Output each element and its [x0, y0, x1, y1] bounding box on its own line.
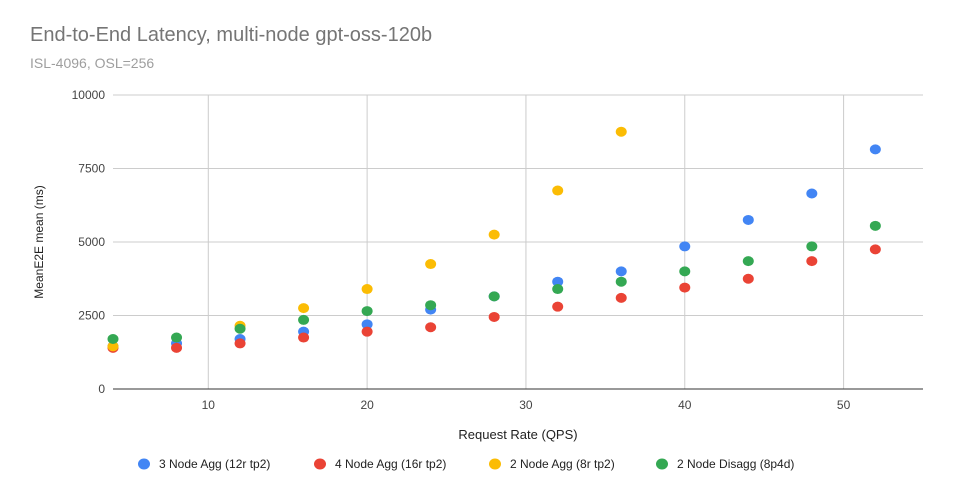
- data-point-series-1: [615, 266, 627, 277]
- legend-label: 2 Node Agg (8r tp2): [510, 457, 615, 471]
- y-axis-label: MeanE2E mean (ms): [32, 185, 46, 298]
- chart-title: End-to-End Latency, multi-node gpt-oss-1…: [30, 24, 433, 46]
- data-point-series-2: [171, 342, 183, 353]
- x-tick-label: 20: [360, 398, 374, 412]
- data-point-series-4: [425, 300, 437, 311]
- data-point-series-1: [806, 188, 818, 199]
- y-tick-label: 7500: [78, 162, 105, 176]
- legend-marker: [314, 458, 326, 470]
- data-point-series-4: [806, 241, 818, 252]
- legend-label: 2 Node Disagg (8p4d): [677, 457, 794, 471]
- data-point-series-3: [298, 303, 310, 314]
- data-point-series-4: [615, 276, 627, 287]
- chart-subtitle: ISL-4096, OSL=256: [30, 55, 155, 71]
- y-tick-label: 0: [98, 382, 105, 396]
- data-point-series-2: [425, 322, 437, 333]
- legend-marker: [138, 458, 150, 470]
- data-point-series-3: [488, 229, 500, 240]
- data-point-series-4: [234, 323, 246, 334]
- data-point-series-4: [361, 306, 373, 317]
- x-tick-label: 40: [678, 398, 692, 412]
- legend-label: 3 Node Agg (12r tp2): [159, 457, 270, 471]
- data-point-series-2: [298, 332, 310, 343]
- data-point-series-3: [615, 126, 627, 137]
- data-point-series-2: [552, 301, 564, 312]
- data-point-series-4: [869, 220, 881, 231]
- y-tick-label: 5000: [78, 235, 105, 249]
- data-point-series-4: [679, 266, 691, 277]
- data-point-series-2: [679, 282, 691, 293]
- data-point-series-3: [552, 185, 564, 196]
- axes: 0 2500 5000 7500 10000 10 20 30 40 50: [72, 88, 923, 412]
- y-tick-label: 10000: [72, 88, 106, 102]
- data-point-series-2: [742, 273, 754, 284]
- data-point-series-2: [234, 338, 246, 349]
- x-tick-label: 30: [519, 398, 533, 412]
- data-point-series-3: [425, 259, 437, 270]
- data-point-series-2: [361, 326, 373, 337]
- y-tick-label: 2500: [78, 309, 105, 323]
- x-axis-label: Request Rate (QPS): [458, 427, 577, 442]
- legend-marker: [656, 458, 668, 470]
- data-point-series-2: [869, 244, 881, 255]
- gridlines: [113, 94, 923, 389]
- data-point-series-1: [742, 214, 754, 225]
- x-tick-label: 10: [202, 398, 216, 412]
- data-point-series-3: [107, 341, 119, 352]
- legend-label: 4 Node Agg (16r tp2): [335, 457, 446, 471]
- x-tick-label: 50: [837, 398, 851, 412]
- legend-marker: [489, 458, 501, 470]
- data-point-series-2: [615, 292, 627, 303]
- legend: 3 Node Agg (12r tp2) 4 Node Agg (16r tp2)…: [138, 457, 794, 471]
- legend-item-3: 2 Node Agg (8r tp2): [489, 457, 615, 471]
- legend-item-2: 4 Node Agg (16r tp2): [314, 457, 446, 471]
- data-point-series-4: [298, 314, 310, 325]
- data-point-series-1: [869, 144, 881, 155]
- data-point-series-1: [361, 319, 373, 330]
- legend-item-1: 3 Node Agg (12r tp2): [138, 457, 270, 471]
- data-point-series-2: [806, 256, 818, 267]
- data-points: [107, 126, 881, 353]
- legend-item-4: 2 Node Disagg (8p4d): [656, 457, 794, 471]
- data-point-series-4: [742, 256, 754, 267]
- data-point-series-4: [552, 284, 564, 295]
- data-point-series-4: [171, 332, 183, 343]
- data-point-series-1: [552, 276, 564, 287]
- data-point-series-4: [488, 291, 500, 302]
- data-point-series-2: [488, 311, 500, 322]
- data-point-series-1: [679, 241, 691, 252]
- data-point-series-3: [361, 284, 373, 295]
- data-point-series-4: [107, 334, 119, 345]
